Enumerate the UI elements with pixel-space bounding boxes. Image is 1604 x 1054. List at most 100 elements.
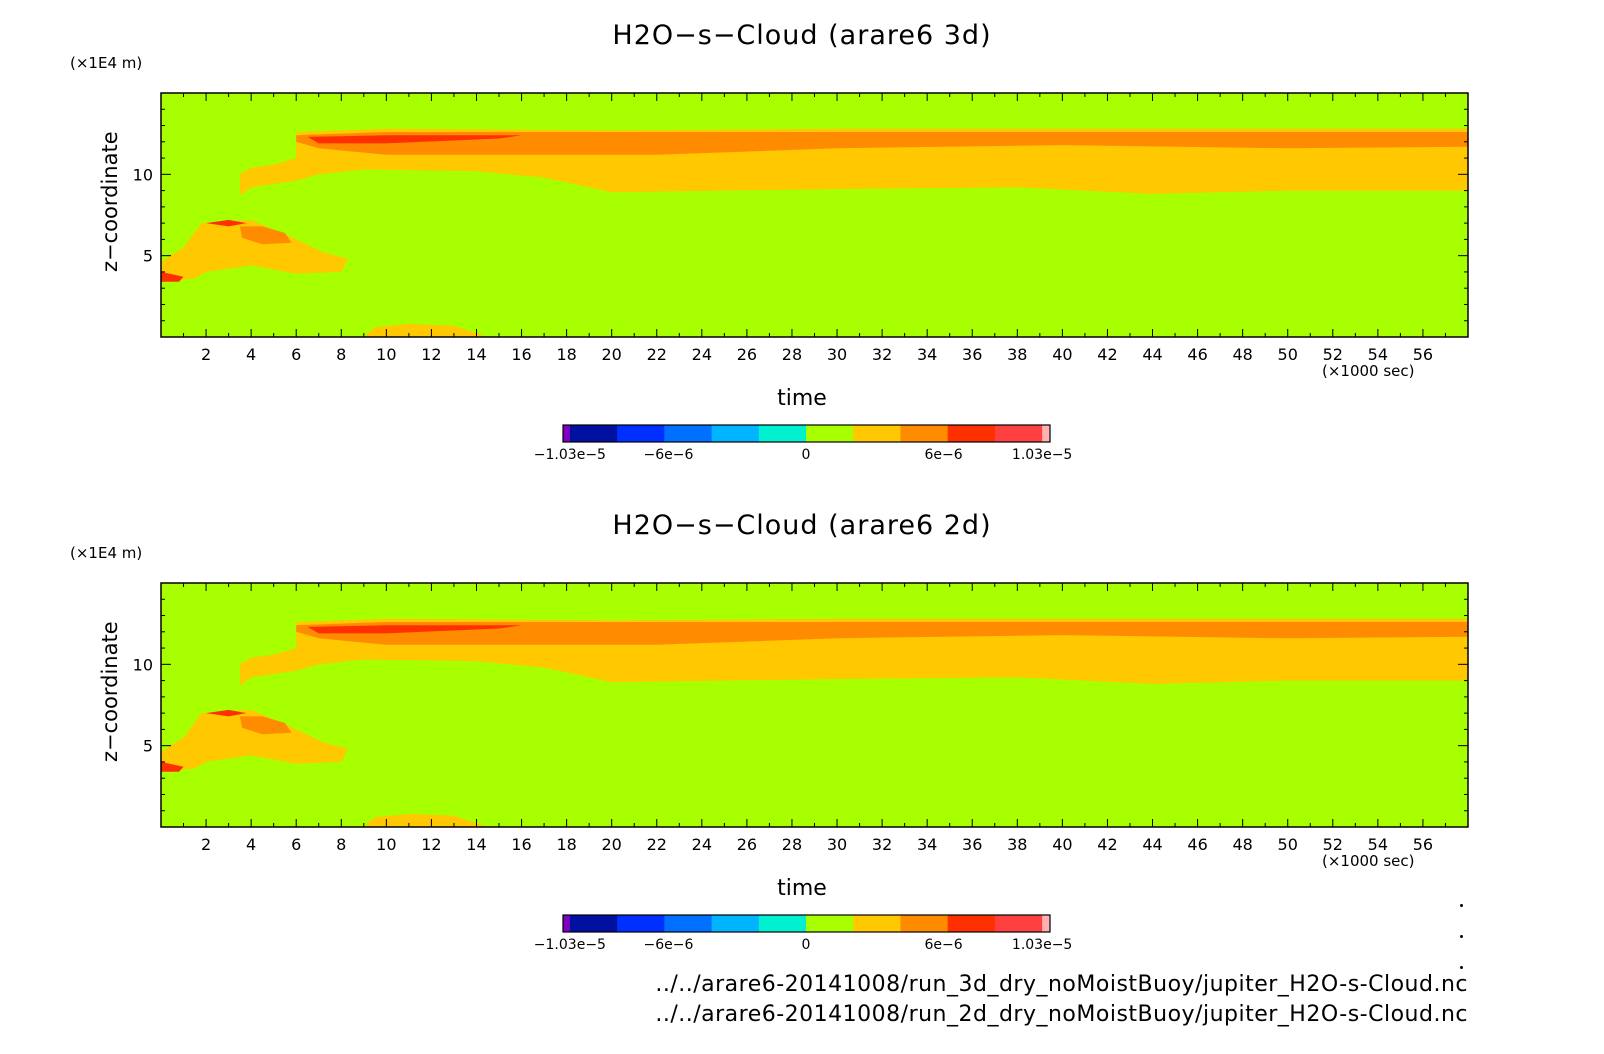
contour-region	[206, 219, 247, 227]
x-tick-label: 6	[291, 345, 301, 364]
colorbar-tick-label: −6e−6	[644, 937, 694, 953]
x-tick-label: 42	[1097, 345, 1117, 364]
x-tick-label: 54	[1368, 345, 1388, 364]
x-tick-label: 24	[692, 835, 712, 854]
colorbar-swatch	[617, 915, 665, 932]
x-tick-label: 16	[511, 345, 531, 364]
colorbar-swatch	[711, 425, 760, 442]
colorbar-swatch	[947, 425, 996, 442]
x-tick-label: 56	[1413, 345, 1433, 364]
x-tick-label: 34	[917, 835, 937, 854]
colorbar-tick-label: −6e−6	[644, 447, 694, 463]
colorbar-swatch	[806, 915, 854, 932]
colorbar-tick-label: −1.03e−5	[534, 937, 606, 953]
x-tick-label: 22	[647, 345, 667, 364]
colorbar-tick-label: −1.03e−5	[534, 447, 606, 463]
x-axis-label: time	[777, 876, 827, 901]
x-axis-unit: (×1000 sec)	[1322, 852, 1415, 870]
colorbar-swatch	[563, 425, 571, 442]
colorbar-swatch	[994, 425, 1043, 442]
contour-region	[307, 625, 522, 634]
x-tick-label: 44	[1142, 835, 1162, 854]
x-tick-label: 12	[421, 345, 441, 364]
x-tick-label: 38	[1007, 835, 1027, 854]
x-tick-label: 32	[872, 345, 892, 364]
colorbar-swatch	[853, 915, 901, 932]
contour-region	[239, 716, 292, 735]
x-tick-label: 42	[1097, 835, 1117, 854]
x-tick-label: 50	[1278, 345, 1298, 364]
x-tick-label: 14	[466, 835, 486, 854]
colorbar-swatch	[617, 425, 665, 442]
x-tick-label: 10	[376, 345, 396, 364]
y-tick-label: 10	[133, 655, 153, 674]
contour-region	[161, 271, 184, 282]
x-tick-label: 4	[246, 835, 256, 854]
contour-region	[296, 622, 1468, 645]
colorbar-swatch	[664, 425, 713, 442]
colorbar-swatch	[569, 915, 618, 932]
marker-dot	[1460, 966, 1463, 969]
marker-dot	[1460, 935, 1463, 938]
x-tick-label: 26	[737, 835, 757, 854]
x-tick-label: 52	[1323, 345, 1343, 364]
y-tick-label: 5	[143, 247, 153, 266]
x-tick-label: 50	[1278, 835, 1298, 854]
colorbar-tick-label: 6e−6	[924, 937, 962, 953]
colorbar-swatch	[806, 425, 854, 442]
x-tick-label: 22	[647, 835, 667, 854]
chart-svg-3d: 2 4 6 8 10 12 14 16 18 20 22 24 26 28 30 32 34 36 38 40 42 44…	[133, 92, 1469, 463]
colorbar-frame	[562, 914, 1051, 933]
colorbar-tick-label: 0	[802, 447, 811, 463]
colorbar-tick-label: 1.03e−5	[1012, 447, 1072, 463]
colorbar-frame	[562, 424, 1051, 443]
x-tick-label: 4	[246, 345, 256, 364]
colorbar-swatch	[900, 425, 949, 442]
x-tick-label: 26	[737, 345, 757, 364]
x-tick-label: 24	[692, 345, 712, 364]
source-file-3d: ../../arare6-20141008/run_3d_dry_noMoist…	[655, 972, 1468, 997]
colorbar-swatch	[711, 915, 760, 932]
x-tick-label: 8	[336, 835, 346, 854]
y-tick-label: 5	[143, 737, 153, 756]
marker-dot	[1460, 904, 1463, 907]
contour-layer	[161, 618, 1468, 827]
colorbar-swatch	[569, 425, 618, 442]
x-tick-label: 6	[291, 835, 301, 854]
x-tick-label: 2	[201, 835, 211, 854]
colorbar-swatch	[994, 915, 1043, 932]
contour-region	[206, 709, 247, 717]
contour-region	[296, 132, 1468, 155]
x-tick-label: 28	[782, 345, 802, 364]
contour-layer	[161, 128, 1468, 337]
colorbar-swatch	[1042, 425, 1051, 442]
x-tick-label: 52	[1323, 835, 1343, 854]
x-tick-label: 18	[556, 345, 576, 364]
x-tick-label: 56	[1413, 835, 1433, 854]
contour-region	[161, 709, 348, 772]
colorbar-swatch	[758, 915, 807, 932]
colorbar-swatch	[563, 915, 571, 932]
contour-region	[363, 324, 488, 337]
y-axis-unit: (×1E4 m)	[70, 54, 143, 72]
contour-region	[363, 814, 488, 827]
colorbar-swatch	[664, 915, 713, 932]
contour-region	[307, 135, 522, 144]
colorbar-tick-label: 1.03e−5	[1012, 937, 1072, 953]
x-tick-label: 44	[1142, 345, 1162, 364]
x-tick-label: 36	[962, 345, 982, 364]
x-tick-label: 10	[376, 835, 396, 854]
x-tick-label: 28	[782, 835, 802, 854]
y-axis-unit: (×1E4 m)	[70, 544, 143, 562]
x-tick-label: 40	[1052, 345, 1072, 364]
x-tick-label: 2	[201, 345, 211, 364]
chart-title: H2O−s−Cloud (arare6 3d)	[612, 20, 992, 51]
colorbar-swatch	[900, 915, 949, 932]
contour-region	[161, 761, 184, 772]
x-tick-label: 14	[466, 345, 486, 364]
x-tick-label: 16	[511, 835, 531, 854]
x-tick-label: 36	[962, 835, 982, 854]
source-file-2d: ../../arare6-20141008/run_2d_dry_noMoist…	[655, 1002, 1468, 1027]
x-tick-label: 38	[1007, 345, 1027, 364]
x-tick-label: 46	[1187, 345, 1207, 364]
